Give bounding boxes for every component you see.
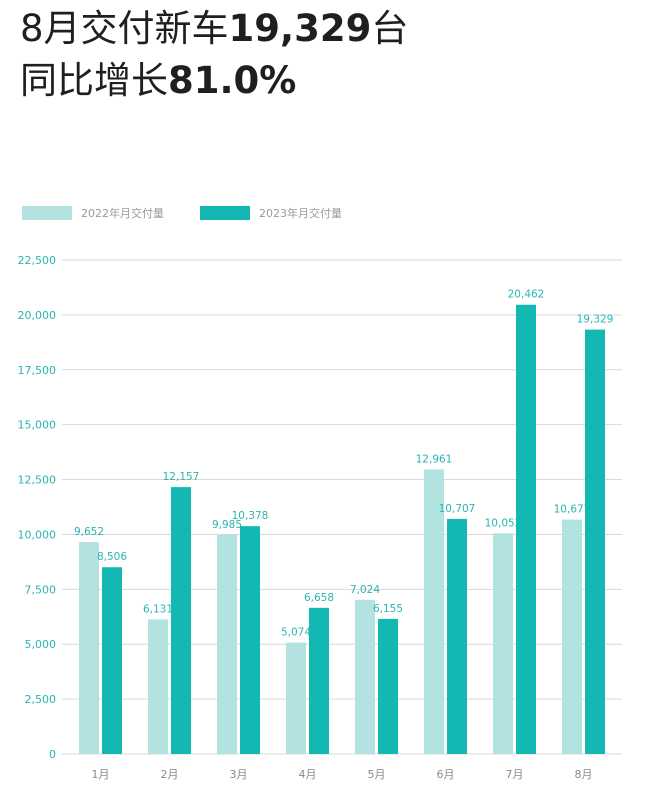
headline-growth-number: 81.0%	[168, 59, 297, 102]
data-label: 12,157	[163, 471, 200, 483]
bar-2023	[102, 567, 122, 754]
headline-line-1: 8月交付新车19,329台	[20, 10, 408, 47]
data-label: 9,985	[212, 519, 242, 531]
y-tick-label: 2,500	[25, 693, 57, 706]
legend-item-2022: 2022年月交付量	[22, 205, 164, 221]
y-tick-label: 10,000	[18, 528, 57, 541]
data-label: 6,658	[304, 592, 334, 604]
x-category-label: 3月	[230, 768, 248, 781]
data-label: 5,074	[281, 627, 311, 639]
bar-2023	[516, 304, 536, 754]
bar-2023	[585, 329, 605, 754]
y-tick-label: 20,000	[18, 309, 57, 322]
bar-2023	[240, 526, 260, 754]
bar-2023	[447, 518, 467, 754]
legend-label-2022: 2022年月交付量	[81, 207, 164, 220]
headline-suffix: 台	[371, 7, 409, 50]
headline-delivery-number: 19,329	[228, 7, 372, 50]
headline-prefix: 8月交付新车	[20, 7, 229, 50]
y-tick-label: 0	[49, 748, 56, 761]
bar-2022	[424, 469, 444, 754]
legend-item-2023: 2023年月交付量	[200, 205, 342, 221]
legend-label-2023: 2023年月交付量	[259, 207, 342, 220]
x-category-label: 6月	[437, 768, 455, 781]
headline-prefix-growth: 同比增长	[20, 59, 168, 102]
legend-swatch-2023	[200, 206, 250, 220]
bar-2022	[148, 619, 168, 754]
bar-2022	[355, 599, 375, 754]
data-label: 20,462	[508, 289, 545, 301]
data-label: 10,378	[232, 510, 269, 522]
data-label: 10,052	[485, 517, 522, 529]
headline-line-2: 同比增长81.0%	[20, 62, 296, 99]
x-category-label: 4月	[299, 768, 317, 781]
bar-chart: 0 2,500 5,000 7,500 10,000 12,500 15,000 17,500…	[18, 254, 622, 781]
data-label: 9,652	[74, 526, 104, 538]
bar-2022	[286, 642, 306, 754]
data-label: 8,506	[97, 551, 127, 563]
bar-2022	[562, 519, 582, 754]
data-label: 6,131	[143, 603, 173, 615]
x-category-label: 8月	[575, 768, 593, 781]
bar-2022	[217, 534, 237, 754]
y-tick-label: 15,000	[18, 419, 57, 432]
chart-legend: 2022年月交付量 2023年月交付量	[22, 205, 342, 221]
y-tick-label: 7,500	[25, 583, 57, 596]
data-label: 12,961	[416, 453, 453, 465]
data-label: 19,329	[577, 314, 614, 326]
y-tick-label: 17,500	[18, 364, 57, 377]
bar-2023	[171, 487, 191, 754]
data-label: 7,024	[350, 584, 380, 596]
bar-2023	[378, 618, 398, 754]
y-tick-label: 5,000	[25, 638, 57, 651]
x-category-label: 1月	[92, 768, 110, 781]
bar-2022	[79, 542, 99, 754]
bar-2022	[493, 533, 513, 754]
data-label: 6,155	[373, 603, 403, 615]
bar-2023	[309, 607, 329, 754]
x-category-label: 7月	[506, 768, 524, 781]
data-label: 10,677	[554, 504, 591, 516]
legend-swatch-2022	[22, 206, 72, 220]
y-tick-label: 12,500	[18, 474, 57, 487]
x-category-label: 2月	[161, 768, 179, 781]
data-label: 10,707	[439, 503, 476, 515]
y-tick-label: 22,500	[18, 254, 57, 267]
x-category-label: 5月	[368, 768, 386, 781]
